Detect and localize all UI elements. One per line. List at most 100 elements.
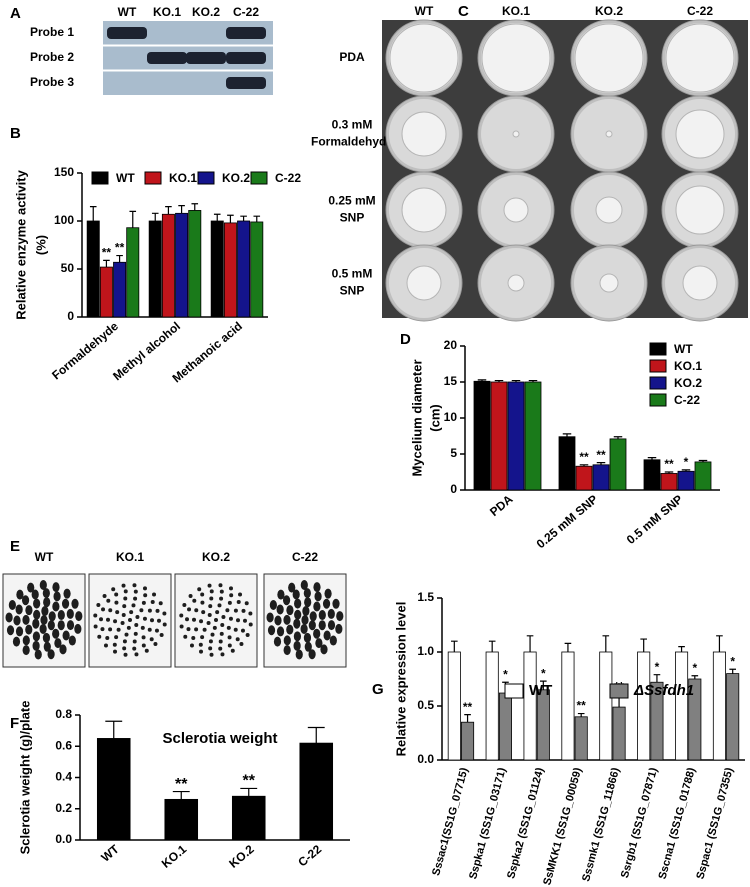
sclerotium — [293, 631, 302, 642]
bar — [609, 438, 627, 491]
sclerotium — [141, 635, 146, 640]
sclerotium — [238, 592, 243, 597]
legend-swatch — [649, 359, 667, 373]
band — [186, 52, 226, 64]
error-bar — [564, 642, 572, 652]
sclerotium — [71, 598, 79, 609]
sclerotium — [142, 586, 147, 591]
sclerotium — [68, 635, 76, 646]
x-tick-label: Sspka1 (SS1G_03171) — [467, 766, 508, 880]
sclerotium — [241, 608, 246, 613]
row-label: SNP — [340, 211, 365, 225]
panel-label: G — [372, 681, 384, 698]
colony — [682, 265, 718, 301]
panel-label: B — [10, 125, 21, 142]
row-label: 0.3 mM — [332, 118, 373, 132]
colony — [406, 265, 442, 301]
bar — [726, 673, 740, 761]
sclerotium — [269, 600, 277, 611]
sclerotium — [147, 608, 152, 613]
sclerotium — [31, 589, 39, 600]
bar — [231, 795, 266, 841]
bar — [299, 742, 334, 841]
band — [226, 52, 266, 64]
sclerotium — [5, 612, 13, 623]
sclerotium — [96, 603, 101, 608]
significance: ** — [243, 773, 256, 790]
sclerotium — [139, 608, 144, 613]
sclerotium — [227, 600, 232, 605]
sclerotium — [140, 625, 145, 630]
sclerotium — [221, 615, 226, 620]
bar — [175, 212, 189, 318]
sclerotium — [48, 611, 56, 622]
sclerotium — [248, 611, 253, 616]
sclerotium — [301, 615, 309, 625]
sclerotium — [235, 637, 240, 642]
sclerotium — [57, 620, 65, 631]
sclerotium — [149, 637, 154, 642]
bar — [599, 651, 613, 761]
legend-label: C-22 — [275, 171, 301, 185]
bar — [592, 464, 610, 491]
sclerotium — [274, 615, 282, 626]
column-label: C-22 — [687, 4, 713, 18]
sclerotium — [33, 609, 41, 620]
sclerotium — [42, 632, 51, 643]
sclerotium — [219, 631, 224, 636]
sclerotium — [303, 588, 311, 599]
sclerotium — [313, 628, 321, 639]
sclerotium — [185, 617, 190, 622]
panel-label: C — [458, 3, 469, 20]
sclerotium — [220, 652, 225, 657]
x-tick-label: Sssmk1 (SS1G_11866) — [580, 766, 622, 883]
legend-label: WT — [529, 682, 552, 699]
error-bar — [151, 212, 159, 221]
sclerotium — [198, 642, 203, 647]
legend-swatch — [144, 171, 162, 185]
colony — [503, 197, 529, 223]
sclerotium — [113, 619, 118, 624]
sclerotium — [318, 620, 326, 631]
sclerotium — [128, 618, 132, 622]
sclerotium — [159, 632, 164, 637]
sclerotium — [122, 646, 127, 651]
x-tick-label: WT — [98, 842, 122, 865]
bar — [660, 473, 678, 491]
sclerotium — [229, 593, 234, 598]
sclerotium — [186, 627, 191, 632]
sclerotium — [327, 608, 335, 619]
x-tick-label: 0.25 mM SNP — [534, 492, 601, 551]
y-tick-label: 1.0 — [417, 644, 434, 658]
sclerotium — [329, 635, 337, 646]
sclerotium — [121, 583, 126, 588]
error-bar — [116, 254, 123, 263]
error-bar — [681, 469, 691, 472]
sclerotium — [322, 598, 331, 609]
row-label: Probe 3 — [30, 75, 74, 89]
sclerotium — [54, 638, 62, 649]
row-label: Formaldehyde — [311, 135, 393, 149]
legend-label: KO.2 — [674, 376, 702, 390]
sclerotium — [47, 649, 55, 660]
panel-label: E — [10, 538, 20, 555]
error-bar — [307, 726, 325, 744]
colony — [574, 23, 644, 93]
bar — [461, 721, 475, 761]
error-bar — [613, 436, 623, 439]
sclerotium — [192, 617, 197, 622]
sclerotium — [179, 624, 184, 629]
sclerotium — [227, 635, 232, 640]
sclerotium — [62, 630, 70, 641]
x-tick-label: Sssac1(SS1G_07715) — [430, 766, 470, 877]
colony — [599, 273, 619, 293]
error-bar — [698, 459, 708, 462]
error-bar — [602, 635, 610, 652]
sclerotium — [230, 648, 235, 653]
sclerotium — [218, 639, 223, 644]
sclerotium — [43, 641, 51, 652]
column-label: WT — [118, 5, 137, 19]
sclerotium — [32, 631, 41, 642]
significance: ** — [463, 700, 473, 714]
sclerotium — [103, 643, 108, 648]
